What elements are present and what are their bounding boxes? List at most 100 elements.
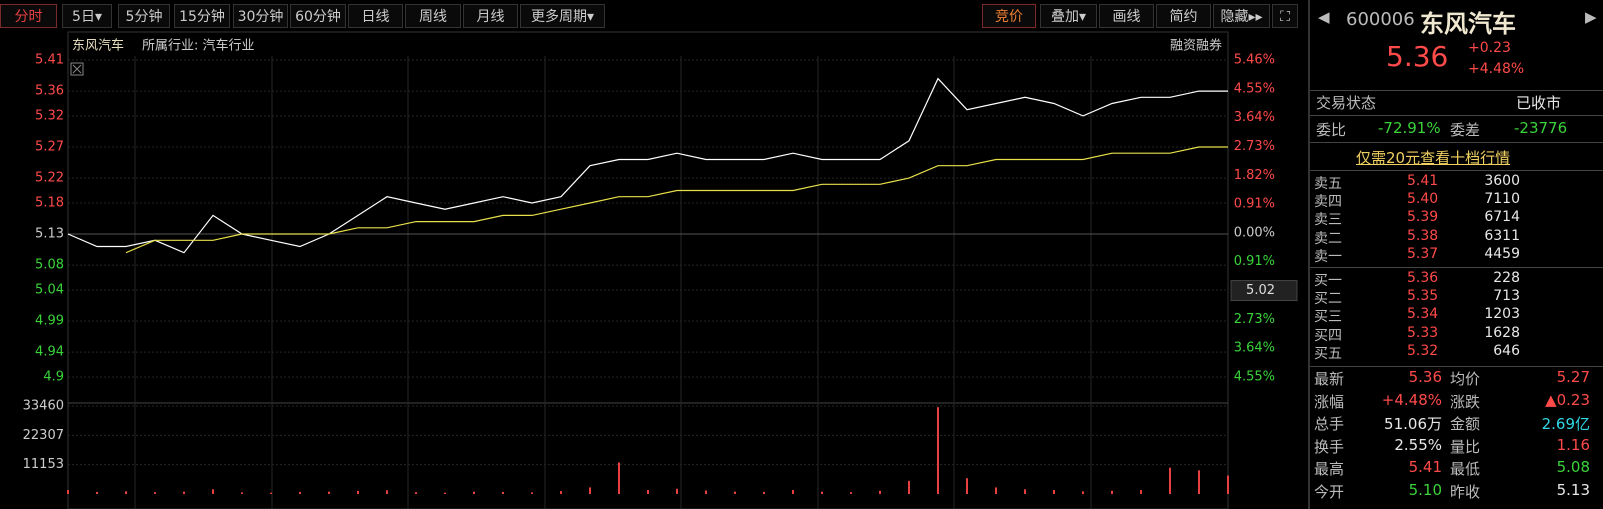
volume-bar bbox=[908, 480, 910, 494]
upgrade-link[interactable]: 仅需20元查看十档行情 bbox=[1356, 149, 1511, 167]
y2-tick-label: 4.55% bbox=[1234, 370, 1275, 385]
volume-bar bbox=[125, 491, 127, 494]
y2-tick-label: 1.82% bbox=[1234, 168, 1275, 183]
book-price: 5.37 bbox=[1407, 245, 1439, 262]
prev-button[interactable]: ◀ bbox=[1318, 8, 1330, 26]
volume-tick-label: 33460 bbox=[23, 399, 64, 414]
book-label: 买三 bbox=[1314, 309, 1342, 326]
stat-label: 量比 bbox=[1450, 437, 1481, 456]
volume-bar bbox=[67, 490, 69, 494]
toolbar-button[interactable]: 简约 bbox=[1156, 4, 1211, 28]
fullscreen-button[interactable]: ⛶ bbox=[1272, 4, 1298, 28]
volume-bar bbox=[531, 492, 533, 494]
y2-tick-label: 0.00% bbox=[1234, 225, 1275, 240]
toolbar-button[interactable]: 5分钟 bbox=[118, 4, 170, 28]
volume-bar bbox=[995, 487, 997, 494]
y-tick-label: 4.94 bbox=[35, 345, 64, 360]
book-label: 买四 bbox=[1314, 327, 1342, 344]
book-price: 5.33 bbox=[1407, 324, 1439, 341]
volume-bar bbox=[589, 487, 591, 494]
stock-code: 600006 bbox=[1346, 9, 1415, 30]
volume-bar bbox=[763, 491, 765, 494]
volume-bar bbox=[1111, 490, 1113, 494]
close-box[interactable] bbox=[70, 62, 84, 76]
toolbar-button[interactable]: 更多周期▾ bbox=[520, 4, 605, 28]
stat-value: 5.10 bbox=[1408, 480, 1442, 499]
y2-tick-label: 4.55% bbox=[1234, 81, 1275, 96]
toolbar-button[interactable]: 30分钟 bbox=[233, 4, 288, 28]
toolbar-button[interactable]: 分时 bbox=[0, 4, 57, 28]
toolbar-button[interactable]: 5日▾ bbox=[62, 4, 112, 28]
volume-bar bbox=[705, 490, 707, 494]
y2-tick-label: 2.73% bbox=[1234, 312, 1275, 327]
y2-tick-label: 3.64% bbox=[1234, 341, 1275, 356]
book-label: 买五 bbox=[1314, 345, 1342, 362]
close-icon bbox=[72, 64, 82, 74]
volume-bar bbox=[328, 491, 330, 494]
stat-value: 2.55% bbox=[1394, 435, 1442, 454]
volume-bar bbox=[647, 490, 649, 494]
volume-bar bbox=[1169, 467, 1171, 494]
toolbar-button[interactable]: 周线 bbox=[405, 4, 461, 28]
separator bbox=[1310, 90, 1603, 91]
stat-label: 换手 bbox=[1314, 437, 1345, 456]
cursor-label: 5.02 bbox=[1246, 283, 1275, 298]
separator bbox=[1310, 267, 1603, 268]
toolbar-button[interactable]: 竞价 bbox=[982, 4, 1036, 28]
volume-bar bbox=[1198, 470, 1200, 494]
volume-bar bbox=[937, 407, 939, 494]
price-line bbox=[125, 146, 1228, 254]
toolbar-button[interactable]: 15分钟 bbox=[174, 4, 230, 28]
volume-bar bbox=[386, 490, 388, 494]
volume-bar bbox=[879, 490, 881, 494]
volume-bar bbox=[270, 492, 272, 494]
toolbar-button[interactable]: 月线 bbox=[463, 4, 518, 28]
toolbar-button[interactable]: 60分钟 bbox=[290, 4, 346, 28]
volume-bar bbox=[502, 491, 504, 494]
book-volume: 7110 bbox=[1484, 191, 1520, 208]
toolbar-button[interactable]: 画线 bbox=[1099, 4, 1154, 28]
book-price: 5.32 bbox=[1407, 342, 1439, 359]
volume-bar bbox=[850, 492, 852, 494]
book-price: 5.40 bbox=[1407, 191, 1439, 208]
book-volume: 646 bbox=[1493, 342, 1520, 359]
change: +0.23 bbox=[1468, 40, 1511, 56]
margin-trading: 融资融券 bbox=[1170, 38, 1222, 54]
stat-label: 金额 bbox=[1450, 415, 1481, 433]
y-tick-label: 5.32 bbox=[35, 108, 64, 123]
book-label: 卖二 bbox=[1314, 230, 1342, 247]
quote-panel: ◀ ▶ 600006 东风汽车 5.36 +0.23 +4.48% 交易状态 已收市 委比 -72.… bbox=[1308, 0, 1603, 509]
ratio-label: 委比 bbox=[1316, 121, 1347, 139]
volume-bar bbox=[241, 492, 243, 494]
y-tick-label: 4.9 bbox=[43, 370, 64, 385]
volume-tick-label: 11153 bbox=[23, 457, 64, 472]
book-volume: 6311 bbox=[1484, 227, 1520, 244]
y2-tick-label: 0.91% bbox=[1234, 197, 1275, 212]
book-price: 5.38 bbox=[1407, 227, 1439, 244]
volume-bar bbox=[96, 491, 98, 494]
stat-value: 1.16 bbox=[1556, 435, 1590, 454]
book-label: 卖一 bbox=[1314, 248, 1342, 265]
book-volume: 6714 bbox=[1484, 209, 1520, 226]
y-tick-label: 5.08 bbox=[35, 258, 64, 273]
stat-label: 总手 bbox=[1314, 415, 1345, 433]
book-volume: 1203 bbox=[1484, 306, 1520, 323]
toolbar-button[interactable]: 日线 bbox=[348, 4, 403, 28]
volume-tick-label: 22307 bbox=[23, 428, 64, 443]
volume-bar bbox=[357, 490, 359, 494]
volume-bar bbox=[966, 478, 968, 494]
separator bbox=[1310, 366, 1603, 367]
separator bbox=[1310, 115, 1603, 116]
book-price: 5.41 bbox=[1407, 173, 1439, 189]
book-price: 5.35 bbox=[1407, 288, 1439, 305]
stat-label: 最高 bbox=[1314, 460, 1345, 478]
book-label: 卖五 bbox=[1314, 176, 1342, 192]
toolbar-button[interactable]: 隐藏▸▸ bbox=[1213, 4, 1270, 28]
cursor-label-box bbox=[1230, 280, 1298, 302]
toolbar-button[interactable]: 叠加▾ bbox=[1040, 4, 1097, 28]
next-button[interactable]: ▶ bbox=[1585, 8, 1597, 26]
book-label: 买二 bbox=[1314, 291, 1342, 308]
stat-value: 5.36 bbox=[1408, 368, 1442, 386]
volume-bar bbox=[415, 492, 417, 494]
y-tick-label: 5.36 bbox=[35, 84, 64, 99]
